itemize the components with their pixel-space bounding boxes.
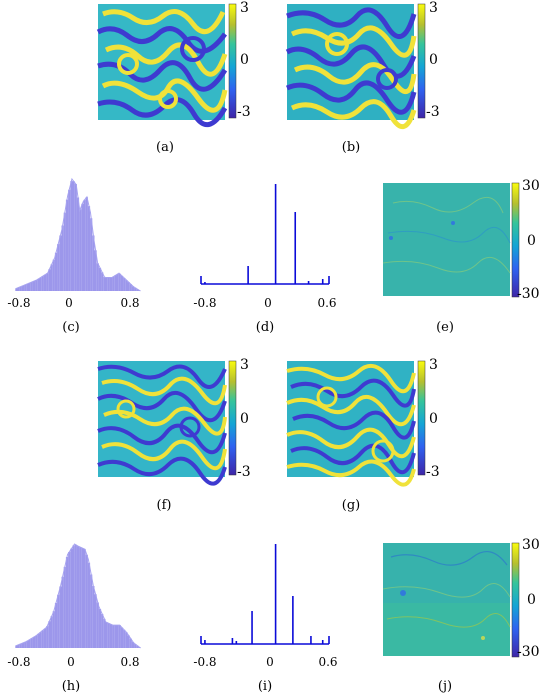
histogram-c-plot [15, 177, 141, 292]
i-tick-left: -0.8 [193, 655, 217, 669]
spectrum-i [195, 540, 335, 652]
c-tick-left: -0.8 [7, 296, 31, 310]
colorbar-e-min: -30 [517, 286, 540, 302]
colorbar-b-mid: 0 [429, 52, 438, 68]
colorbar-f [228, 360, 237, 476]
colorbar-j-mid: 0 [527, 592, 536, 608]
d-tick-left: -0.8 [193, 296, 217, 310]
colorbar-e-max: 30 [522, 178, 540, 194]
h-tick-left: -0.8 [7, 655, 31, 669]
colorbar-a [228, 3, 237, 119]
caption-d: (d) [255, 320, 275, 335]
histogram-c [8, 175, 148, 295]
spectrum-i-plot [200, 544, 330, 645]
i-tick-mid: 0 [266, 655, 274, 669]
caption-i: (i) [257, 679, 273, 694]
h-tick-right: 0.8 [120, 655, 140, 669]
phase-map-f [97, 361, 227, 486]
colorbar-j [511, 542, 520, 658]
colorbar-g [417, 360, 426, 476]
colorbar-a-min: -3 [237, 104, 251, 120]
colorbar-j-min: -30 [517, 644, 540, 660]
error-map-j-image [382, 543, 511, 656]
h-tick-mid: 0 [67, 655, 75, 669]
colorbar-g-mid: 0 [429, 411, 438, 427]
histogram-h-plot [15, 543, 141, 649]
histogram-outline [15, 543, 141, 649]
colorbar-b [417, 3, 426, 119]
caption-c: (c) [62, 320, 80, 335]
error-map-j [382, 543, 511, 656]
histogram-outline [15, 177, 141, 292]
d-tick-mid: 0 [264, 296, 272, 310]
colorbar-a-mid: 0 [240, 52, 249, 68]
colorbar-g-max: 3 [429, 357, 438, 373]
i-tick-right: 0.6 [318, 655, 338, 669]
caption-a: (a) [156, 140, 174, 155]
phase-map-g-image [286, 361, 416, 487]
c-tick-right: 0.8 [120, 296, 140, 310]
colorbar-j-max: 30 [522, 537, 540, 553]
d-tick-right: 0.6 [317, 296, 337, 310]
caption-g: (g) [341, 498, 361, 513]
caption-h: (h) [61, 679, 81, 694]
phase-map-b-image [285, 4, 417, 129]
phase-map-a-image [96, 4, 228, 127]
phase-map-b [285, 4, 417, 129]
caption-j: (j) [437, 679, 453, 694]
error-map-e [382, 183, 511, 296]
phase-map-f-image [97, 361, 227, 486]
caption-e: (e) [436, 320, 454, 335]
colorbar-g-min: -3 [426, 464, 440, 480]
colorbar-e-mid: 0 [527, 233, 536, 249]
error-map-e-image [382, 183, 511, 296]
colorbar-e [511, 182, 520, 298]
colorbar-f-min: -3 [237, 464, 251, 480]
colorbar-f-mid: 0 [240, 411, 249, 427]
spectrum-d [195, 180, 335, 292]
histogram-h [8, 540, 148, 652]
c-tick-mid: 0 [65, 296, 73, 310]
colorbar-f-max: 3 [240, 357, 249, 373]
colorbar-b-max: 3 [429, 0, 438, 16]
colorbar-a-max: 3 [240, 0, 249, 16]
caption-f: (f) [156, 498, 172, 513]
phase-map-a [96, 4, 228, 127]
caption-b: (b) [341, 140, 361, 155]
colorbar-b-min: -3 [426, 104, 440, 120]
phase-map-g [286, 361, 416, 487]
spectrum-d-plot [200, 184, 330, 285]
